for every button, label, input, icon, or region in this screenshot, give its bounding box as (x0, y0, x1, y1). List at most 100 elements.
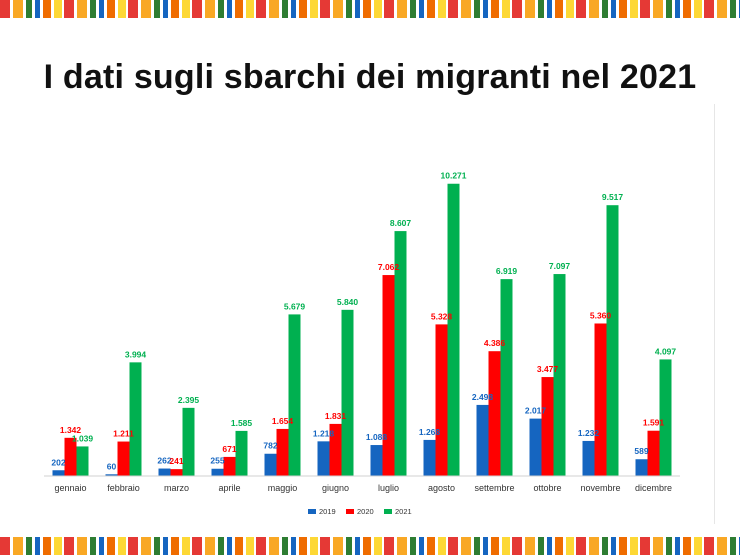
bar-2020-maggio (276, 428, 289, 476)
x-tick-labels-group: gennaio febbraio marzo aprile maggio giugno lu… (54, 483, 672, 493)
value-label-2020-ottobre: 3.477 (537, 364, 559, 374)
x-tick-label-maggio: maggio (268, 483, 298, 493)
bar-2020-aprile (223, 456, 236, 476)
bar-2020-luglio (382, 275, 395, 476)
bar-2019-giugno (317, 441, 330, 476)
value-label-2019-febbraio: 60 (107, 461, 117, 471)
bar-2019-aprile (211, 468, 224, 476)
bar-2020-agosto (435, 324, 448, 476)
bar-2019-agosto (423, 439, 436, 476)
x-tick-label-marzo: marzo (164, 483, 189, 493)
bar-2019-settembre (476, 404, 489, 476)
bar-2020-settembre (488, 351, 501, 476)
bar-2021-aprile (235, 430, 248, 476)
bar-2020-febbraio (117, 441, 130, 476)
value-label-2019-agosto: 1.268 (419, 427, 441, 437)
bar-2021-marzo (182, 407, 195, 476)
value-label-2019-novembre: 1.232 (578, 428, 600, 438)
legend: 2019 2020 2021 (308, 507, 412, 516)
value-label-2019-giugno: 1.218 (313, 428, 335, 438)
bar-2021-maggio (288, 314, 301, 476)
bar-2020-dicembre (647, 430, 660, 476)
x-tick-label-aprile: aprile (218, 483, 240, 493)
value-label-2020-aprile: 671 (222, 444, 236, 454)
bar-2021-luglio (394, 231, 407, 476)
value-label-2021-agosto: 10.271 (441, 171, 467, 181)
value-label-2019-aprile: 255 (210, 456, 224, 466)
legend-swatch-2021 (384, 509, 392, 514)
bars-group (52, 183, 672, 477)
value-label-2020-agosto: 5.328 (431, 311, 453, 321)
value-label-2019-maggio: 782 (263, 441, 277, 451)
bar-2021-febbraio (129, 362, 142, 476)
value-label-2021-novembre: 9.517 (602, 192, 624, 202)
value-label-2021-dicembre: 4.097 (655, 346, 677, 356)
legend-swatch-2020 (346, 509, 354, 514)
value-label-2020-gennaio: 1.342 (60, 425, 82, 435)
x-tick-label-settembre: settembre (474, 483, 514, 493)
value-label-2020-dicembre: 1.591 (643, 418, 665, 428)
value-label-2020-novembre: 5.360 (590, 310, 612, 320)
bar-2019-febbraio (105, 474, 118, 476)
decorative-stripe-bottom (0, 537, 740, 555)
value-label-2020-febbraio: 1.211 (113, 429, 134, 439)
legend-label-2021: 2021 (395, 507, 412, 516)
bar-2020-marzo (170, 469, 183, 476)
value-label-2021-maggio: 5.679 (284, 301, 306, 311)
bar-2020-novembre (594, 323, 607, 476)
legend-label-2020: 2020 (357, 507, 374, 516)
value-label-2020-marzo: 241 (169, 456, 183, 466)
bar-2019-maggio (264, 453, 277, 476)
value-label-2020-luglio: 7.062 (378, 262, 400, 272)
value-label-2021-giugno: 5.840 (337, 297, 359, 307)
x-tick-label-luglio: luglio (378, 483, 399, 493)
bar-2020-gennaio (64, 437, 77, 476)
value-label-2019-luglio: 1.088 (366, 432, 388, 442)
page-title: I dati sugli sbarchi dei migranti nel 20… (43, 58, 697, 96)
x-tick-label-gennaio: gennaio (54, 483, 86, 493)
x-tick-label-novembre: novembre (580, 483, 620, 493)
x-tick-label-giugno: giugno (322, 483, 349, 493)
bar-2021-dicembre (659, 359, 672, 476)
value-label-2020-settembre: 4.386 (484, 338, 506, 348)
x-tick-label-ottobre: ottobre (533, 483, 561, 493)
value-label-2019-settembre: 2.498 (472, 392, 494, 402)
bar-2019-ottobre (529, 418, 542, 476)
bar-2021-agosto (447, 183, 460, 477)
bar-2021-ottobre (553, 274, 566, 476)
value-label-2021-aprile: 1.585 (231, 418, 253, 428)
bar-2021-giugno (341, 309, 354, 476)
legend-swatch-2019 (308, 509, 316, 514)
bar-2021-gennaio (76, 446, 89, 476)
value-label-2020-giugno: 1.831 (325, 411, 347, 421)
value-label-2019-ottobre: 2.017 (525, 406, 547, 416)
divider (714, 104, 715, 524)
value-label-2021-settembre: 6.919 (496, 266, 518, 276)
bar-2020-ottobre (541, 377, 554, 476)
bar-2019-dicembre (635, 459, 648, 476)
bar-2021-settembre (500, 279, 513, 476)
bar-2019-novembre (582, 440, 595, 476)
x-tick-label-dicembre: dicembre (635, 483, 672, 493)
bar-2019-luglio (370, 445, 383, 476)
legend-label-2019: 2019 (319, 507, 336, 516)
value-label-2021-luglio: 8.607 (390, 218, 412, 228)
value-label-2021-febbraio: 3.994 (125, 349, 147, 359)
bar-2020-giugno (329, 423, 342, 476)
value-label-2021-marzo: 2.395 (178, 395, 200, 405)
x-tick-label-febbraio: febbraio (107, 483, 140, 493)
bar-2019-gennaio (52, 470, 65, 476)
value-label-2021-gennaio: 1.039 (72, 433, 94, 443)
value-label-2019-dicembre: 589 (634, 446, 648, 456)
bar-2019-marzo (158, 468, 171, 476)
value-label-2019-marzo: 262 (157, 456, 171, 466)
value-label-2021-ottobre: 7.097 (549, 261, 571, 271)
decorative-stripe-top (0, 0, 740, 18)
value-label-2019-gennaio: 202 (51, 457, 65, 467)
chart-panel: 202 1.342 1.039 60 1.211 3.994 262 241 2.395 255 6… (24, 138, 714, 526)
bar-2021-novembre (606, 205, 619, 476)
value-label-2020-maggio: 1.654 (272, 416, 294, 426)
x-tick-label-agosto: agosto (428, 483, 455, 493)
